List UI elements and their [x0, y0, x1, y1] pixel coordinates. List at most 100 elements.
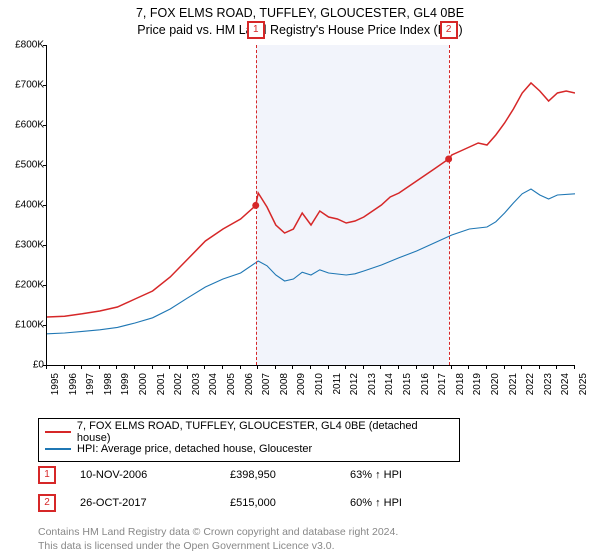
sale-marker-line	[449, 45, 450, 365]
x-axis-tick-label: 2013	[367, 373, 378, 395]
y-axis-tick	[43, 205, 47, 206]
sale-marker-label: 2	[440, 21, 458, 39]
y-axis-tick-label: £0	[4, 360, 44, 371]
sale-price: £515,000	[230, 497, 350, 509]
chart-container: 12 £0 £100K £200K £300K £400K £500K £600K £700K…	[0, 45, 600, 405]
x-axis-tick	[222, 365, 223, 369]
x-axis-tick	[99, 365, 100, 369]
y-axis-tick-label: £600K	[4, 120, 44, 131]
x-axis-tick-label: 1996	[68, 373, 79, 395]
y-axis-tick-label: £400K	[4, 200, 44, 211]
x-axis-tick	[240, 365, 241, 369]
x-axis-tick-label: 1997	[85, 373, 96, 395]
x-axis-tick	[539, 365, 540, 369]
y-axis-tick-label: £700K	[4, 80, 44, 91]
y-axis-tick	[43, 165, 47, 166]
x-axis-tick-label: 2021	[508, 373, 519, 395]
sale-marker-icon: 1	[38, 466, 56, 484]
footer-line: Contains HM Land Registry data © Crown c…	[38, 526, 578, 540]
legend-swatch	[45, 448, 71, 450]
x-axis-tick	[169, 365, 170, 369]
legend-label: HPI: Average price, detached house, Glou…	[77, 443, 312, 455]
y-axis-tick	[43, 285, 47, 286]
y-axis-tick-label: £100K	[4, 320, 44, 331]
y-axis-tick-label: £800K	[4, 40, 44, 51]
sale-date: 10-NOV-2006	[80, 469, 230, 481]
y-axis-tick	[43, 45, 47, 46]
y-axis-tick-label: £200K	[4, 280, 44, 291]
x-axis-tick-label: 2008	[279, 373, 290, 395]
x-axis-tick	[486, 365, 487, 369]
x-axis-tick-label: 2020	[490, 373, 501, 395]
x-axis-tick	[116, 365, 117, 369]
chart-svg	[47, 45, 575, 365]
x-axis-tick-label: 2001	[156, 373, 167, 395]
y-axis-tick	[43, 245, 47, 246]
x-axis-tick	[310, 365, 311, 369]
x-axis-tick	[64, 365, 65, 369]
x-axis-tick-label: 2007	[261, 373, 272, 395]
legend-swatch	[45, 431, 71, 433]
x-axis-tick-label: 2016	[420, 373, 431, 395]
legend: 7, FOX ELMS ROAD, TUFFLEY, GLOUCESTER, G…	[38, 418, 460, 462]
x-axis-tick-label: 2014	[384, 373, 395, 395]
y-axis-tick	[43, 125, 47, 126]
x-axis-tick	[328, 365, 329, 369]
x-axis-tick	[416, 365, 417, 369]
x-axis-tick	[257, 365, 258, 369]
x-axis-tick-label: 2003	[191, 373, 202, 395]
y-axis-tick	[43, 85, 47, 86]
x-axis-tick	[46, 365, 47, 369]
x-axis-tick-label: 2012	[349, 373, 360, 395]
legend-item: 7, FOX ELMS ROAD, TUFFLEY, GLOUCESTER, G…	[45, 423, 453, 440]
y-axis-tick-label: £300K	[4, 240, 44, 251]
legend-label: 7, FOX ELMS ROAD, TUFFLEY, GLOUCESTER, G…	[77, 420, 453, 444]
x-axis-tick-label: 1999	[120, 373, 131, 395]
x-axis-tick-label: 2018	[455, 373, 466, 395]
x-axis-tick-label: 2022	[525, 373, 536, 395]
sale-price: £398,950	[230, 469, 350, 481]
x-axis-tick	[275, 365, 276, 369]
x-axis-tick-label: 2006	[244, 373, 255, 395]
footer-attribution: Contains HM Land Registry data © Crown c…	[38, 526, 578, 553]
x-axis-tick	[204, 365, 205, 369]
x-axis-tick-label: 1995	[50, 373, 61, 395]
x-axis-tick-label: 2015	[402, 373, 413, 395]
x-axis-tick-label: 2011	[332, 373, 343, 395]
sale-row: 2 26-OCT-2017 £515,000 60% ↑ HPI	[38, 494, 578, 512]
x-axis-tick	[504, 365, 505, 369]
x-axis-tick-label: 2000	[138, 373, 149, 395]
x-axis-tick	[521, 365, 522, 369]
chart-subtitle: Price paid vs. HM Land Registry's House …	[0, 23, 600, 37]
x-axis-tick	[574, 365, 575, 369]
x-axis-tick-label: 2004	[208, 373, 219, 395]
x-axis-tick	[152, 365, 153, 369]
x-axis-tick	[380, 365, 381, 369]
x-axis-tick	[134, 365, 135, 369]
sale-hpi-diff: 63% ↑ HPI	[350, 469, 470, 481]
sale-date: 26-OCT-2017	[80, 497, 230, 509]
footer-line: This data is licensed under the Open Gov…	[38, 540, 578, 554]
x-axis-tick	[187, 365, 188, 369]
x-axis-tick-label: 2002	[173, 373, 184, 395]
x-axis-tick-label: 2023	[543, 373, 554, 395]
sale-marker-label: 1	[247, 21, 265, 39]
sale-hpi-diff: 60% ↑ HPI	[350, 497, 470, 509]
x-axis-tick	[556, 365, 557, 369]
x-axis-tick-label: 2019	[472, 373, 483, 395]
x-axis-tick-label: 1998	[103, 373, 114, 395]
y-axis-tick-label: £500K	[4, 160, 44, 171]
x-axis-tick	[433, 365, 434, 369]
x-axis-tick-label: 2009	[296, 373, 307, 395]
x-axis-tick	[398, 365, 399, 369]
sale-marker-icon: 2	[38, 494, 56, 512]
sale-row: 1 10-NOV-2006 £398,950 63% ↑ HPI	[38, 466, 578, 484]
x-axis-tick	[345, 365, 346, 369]
x-axis-tick-label: 2005	[226, 373, 237, 395]
x-axis-tick-label: 2025	[578, 373, 589, 395]
chart-title-line1: 7, FOX ELMS ROAD, TUFFLEY, GLOUCESTER, G…	[0, 6, 600, 20]
x-axis-tick	[81, 365, 82, 369]
series-property	[47, 83, 575, 317]
plot-area: 12	[46, 45, 575, 366]
x-axis-tick-label: 2024	[560, 373, 571, 395]
